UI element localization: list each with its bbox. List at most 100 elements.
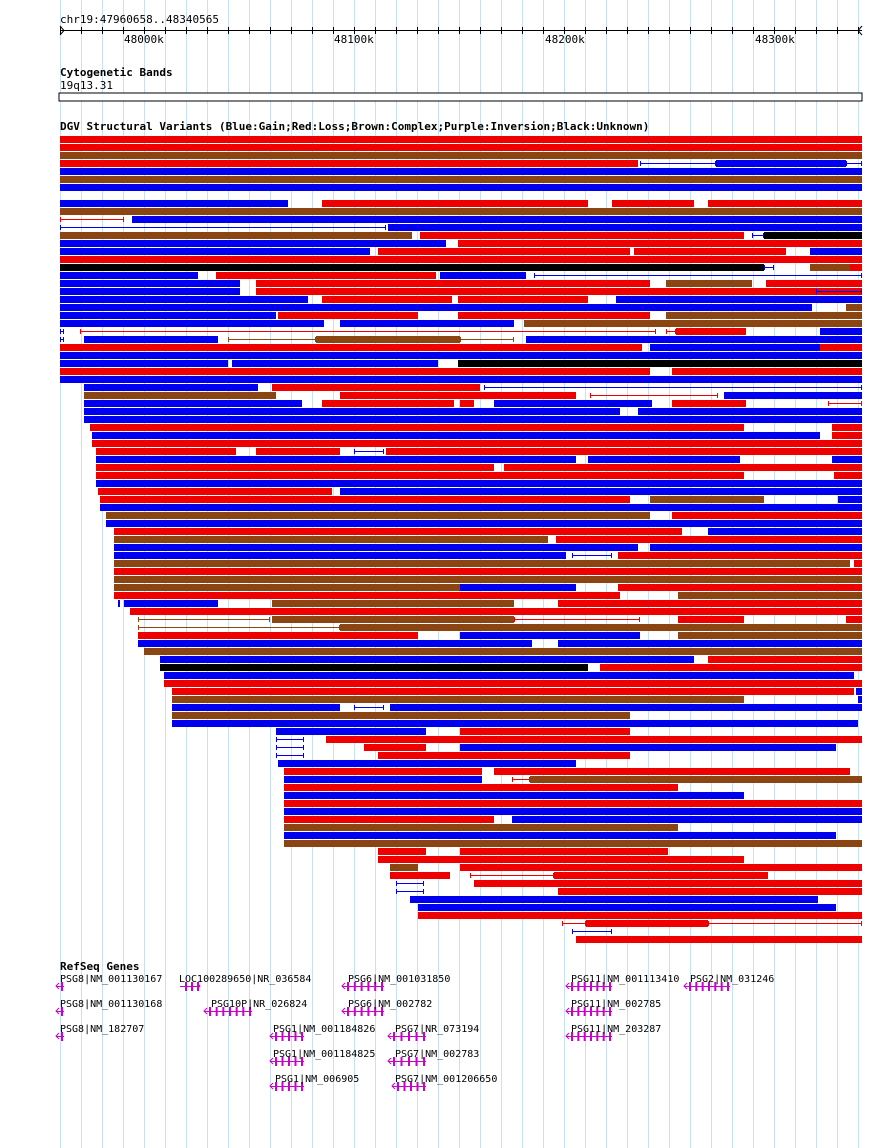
variant-bar[interactable] — [114, 544, 638, 551]
variant-bar[interactable] — [322, 296, 452, 303]
variant-bar[interactable] — [766, 280, 862, 287]
variant-bar[interactable] — [418, 912, 862, 919]
variant-bar[interactable] — [132, 216, 862, 223]
variant-bar[interactable] — [60, 272, 198, 279]
variant-bar[interactable] — [846, 616, 862, 623]
variant-bar[interactable] — [60, 256, 862, 263]
variant-bar[interactable] — [676, 328, 746, 335]
variant-bar[interactable] — [60, 240, 446, 247]
variant-bar[interactable] — [92, 440, 862, 447]
variant-bar[interactable] — [284, 816, 494, 823]
variant-bar[interactable] — [284, 768, 482, 775]
variant-bar[interactable] — [440, 272, 526, 279]
gene-label[interactable]: PSG7|NR_073194 — [395, 1024, 480, 1035]
variant-bar[interactable] — [460, 632, 640, 639]
variant-bar[interactable] — [106, 520, 862, 527]
variant-bar[interactable] — [96, 472, 744, 479]
gene-label[interactable]: PSG6|NM_002782 — [348, 999, 433, 1010]
variant-bar[interactable] — [458, 312, 650, 319]
variant-bar[interactable] — [278, 312, 418, 319]
variant-bar[interactable] — [600, 664, 862, 671]
gene-label[interactable]: PSG11|NM_001113410 — [571, 974, 680, 985]
variant-bar[interactable] — [96, 456, 576, 463]
variant-bar[interactable] — [678, 592, 862, 599]
variant-bar[interactable] — [846, 304, 862, 311]
variant-bar[interactable] — [114, 592, 620, 599]
variant-bar[interactable] — [160, 664, 588, 671]
variant-bar[interactable] — [84, 416, 862, 423]
variant-bar[interactable] — [410, 896, 818, 903]
variant-bar[interactable] — [850, 264, 862, 271]
variant-bar[interactable] — [678, 616, 744, 623]
variant-bar[interactable] — [172, 696, 744, 703]
variant-bar[interactable] — [666, 280, 752, 287]
variant-bar[interactable] — [340, 320, 514, 327]
variant-bar[interactable] — [84, 392, 276, 399]
variant-bar[interactable] — [284, 800, 862, 807]
variant-bar[interactable] — [672, 512, 862, 519]
variant-bar[interactable] — [556, 536, 862, 543]
variant-bar[interactable] — [172, 688, 854, 695]
variant-bar[interactable] — [558, 640, 862, 647]
variant-bar[interactable] — [340, 392, 576, 399]
variant-bar[interactable] — [458, 296, 588, 303]
variant-bar[interactable] — [60, 376, 862, 383]
variant-bar[interactable] — [322, 200, 588, 207]
variant-bar[interactable] — [60, 248, 370, 255]
gene-label[interactable]: PSG8|NM_182707 — [60, 1024, 145, 1035]
variant-bar[interactable] — [114, 576, 862, 583]
variant-bar[interactable] — [114, 568, 862, 575]
variant-bar[interactable] — [124, 600, 218, 607]
variant-bar[interactable] — [232, 360, 438, 367]
variant-bar[interactable] — [460, 400, 474, 407]
variant-bar[interactable] — [84, 336, 218, 343]
variant-bar[interactable] — [106, 512, 650, 519]
variant-bar[interactable] — [256, 280, 650, 287]
variant-bar[interactable] — [60, 184, 862, 191]
variant-bar[interactable] — [96, 464, 494, 471]
variant-bar[interactable] — [98, 488, 332, 495]
variant-bar[interactable] — [810, 264, 850, 271]
variant-bar[interactable] — [164, 680, 862, 687]
variant-bar[interactable] — [716, 160, 846, 167]
variant-bar[interactable] — [284, 776, 482, 783]
variant-bar[interactable] — [460, 864, 862, 871]
gene-label[interactable]: PSG7|NM_002783 — [395, 1049, 480, 1060]
variant-bar[interactable] — [378, 752, 630, 759]
variant-bar[interactable] — [130, 608, 862, 615]
gene-label[interactable]: PSG8|NM_001130167 — [60, 974, 163, 985]
variant-bar[interactable] — [164, 672, 854, 679]
variant-bar[interactable] — [60, 288, 240, 295]
variant-bar[interactable] — [216, 272, 436, 279]
variant-bar[interactable] — [458, 240, 862, 247]
variant-bar[interactable] — [834, 472, 862, 479]
variant-bar[interactable] — [60, 368, 650, 375]
variant-bar[interactable] — [612, 200, 694, 207]
variant-bar[interactable] — [340, 488, 862, 495]
variant-bar[interactable] — [474, 880, 862, 887]
variant-bar[interactable] — [256, 448, 340, 455]
variant-bar[interactable] — [526, 336, 862, 343]
variant-bar[interactable] — [458, 360, 862, 367]
variant-bar[interactable] — [60, 176, 862, 183]
variant-bar[interactable] — [856, 688, 862, 695]
variant-bar[interactable] — [60, 296, 308, 303]
variant-bar[interactable] — [272, 600, 514, 607]
variant-bar[interactable] — [820, 328, 862, 335]
variant-bar[interactable] — [708, 200, 862, 207]
gene-label[interactable]: PSG1|NM_001184825 — [273, 1049, 376, 1060]
variant-bar[interactable] — [114, 536, 548, 543]
variant-bar[interactable] — [84, 400, 302, 407]
variant-bar[interactable] — [854, 560, 862, 567]
variant-bar[interactable] — [316, 336, 460, 343]
variant-bar[interactable] — [634, 248, 786, 255]
variant-bar[interactable] — [364, 744, 426, 751]
variant-bar[interactable] — [144, 648, 862, 655]
variant-bar[interactable] — [60, 200, 288, 207]
variant-bar[interactable] — [708, 656, 862, 663]
variant-bar[interactable] — [390, 872, 450, 879]
variant-bar[interactable] — [84, 408, 620, 415]
variant-bar[interactable] — [60, 264, 764, 271]
variant-bar[interactable] — [494, 400, 652, 407]
